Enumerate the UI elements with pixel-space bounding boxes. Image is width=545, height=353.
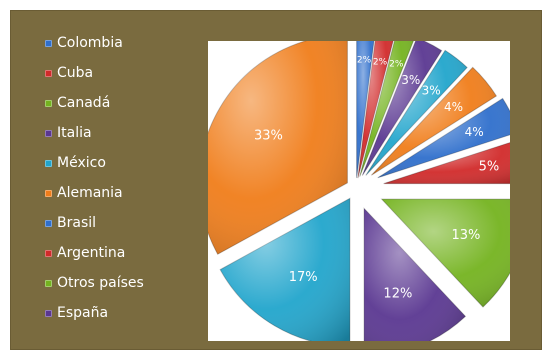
pie-data-label: 2%	[373, 57, 388, 67]
legend-label: Otros países	[57, 275, 144, 291]
pie-data-label: 17%	[289, 270, 318, 285]
legend-label: Argentina	[57, 245, 126, 261]
pie-slice-gloss	[359, 41, 414, 177]
legend-swatch	[45, 69, 52, 77]
pie-data-label: 2%	[389, 59, 404, 69]
legend-swatch	[45, 219, 52, 227]
legend-label: Brasil	[57, 215, 97, 231]
legend-item: Argentina	[45, 243, 125, 263]
pie-chart: 2% 2% 2%3%3%4%4%5%13%12%17%33%	[208, 41, 510, 341]
pie-data-label: 4%	[465, 125, 484, 139]
chart-frame: Colombia Cuba Canadá Italia México Alemania Br…	[10, 10, 542, 350]
legend-item: Colombia	[45, 33, 123, 53]
pie-slice-gloss	[371, 67, 497, 176]
pie-data-label: 3%	[422, 84, 441, 98]
pie-slice-group: 2%	[356, 41, 375, 179]
pie-slice-gloss	[208, 41, 348, 255]
pie-slice-gloss	[383, 142, 510, 184]
pie-slice-gloss	[220, 198, 350, 341]
pie-slice-group: 5%	[383, 142, 510, 185]
pie-slice-group: 2%	[359, 41, 414, 177]
pie-slice-group: 17%	[219, 197, 351, 341]
pie-slice-gloss	[381, 199, 510, 308]
legend-item: Canadá	[45, 93, 110, 113]
legend-swatch	[45, 309, 52, 317]
pie-slice-gloss	[365, 50, 468, 176]
legend-label: México	[57, 155, 106, 171]
legend-label: Cuba	[57, 65, 94, 81]
legend-item: México	[45, 153, 106, 173]
legend-swatch	[45, 189, 52, 197]
legend-swatch	[45, 279, 52, 287]
pie-data-label: 13%	[451, 228, 480, 243]
chart-plot-area: 2% 2% 2% 3% 3% 4% 4% 5% 13% 12% 17% 33%	[208, 41, 510, 341]
pie-data-label: 33%	[254, 129, 283, 144]
legend-swatch	[45, 249, 52, 257]
pie-slice-gloss	[362, 41, 442, 176]
pie-data-label: 2%	[357, 55, 372, 65]
legend-item: España	[45, 303, 108, 323]
pie-slice-group: 3%	[361, 41, 443, 176]
legend-swatch	[45, 39, 52, 47]
pie-slice-group: 13%	[380, 198, 510, 308]
legend-label: Canadá	[57, 95, 111, 111]
legend-swatch	[45, 129, 52, 137]
pie-slice-gloss	[356, 41, 374, 179]
pie-slice-group: 4%	[377, 97, 510, 179]
pie-data-label: 3%	[401, 73, 420, 87]
pie-data-label: 4%	[444, 100, 463, 114]
legend-swatch	[45, 99, 52, 107]
legend-label: Alemania	[57, 185, 123, 201]
legend-swatch	[45, 159, 52, 167]
pie-slice-group: 2%	[357, 41, 394, 179]
pie-slice-group: 33%	[208, 41, 348, 255]
legend-label: España	[57, 305, 109, 321]
legend-item: Otros países	[45, 273, 144, 293]
pie-slice-group: 4%	[371, 66, 498, 176]
legend-label: Colombia	[57, 35, 123, 51]
legend-item: Italia	[45, 123, 92, 143]
legend-item: Cuba	[45, 63, 93, 83]
pie-slice-group: 12%	[363, 207, 467, 341]
pie-data-label: 12%	[383, 286, 412, 301]
legend-item: Brasil	[45, 213, 96, 233]
legend-label: Italia	[57, 125, 92, 141]
pie-slice-gloss	[377, 98, 510, 178]
pie-slice-gloss	[357, 41, 394, 179]
pie-slice-group: 3%	[365, 49, 468, 176]
legend-item: Alemania	[45, 183, 123, 203]
chart-legend: Colombia Cuba Canadá Italia México Alemania Br…	[45, 33, 215, 333]
pie-slice-gloss	[364, 208, 466, 341]
pie-data-label: 5%	[479, 159, 500, 174]
